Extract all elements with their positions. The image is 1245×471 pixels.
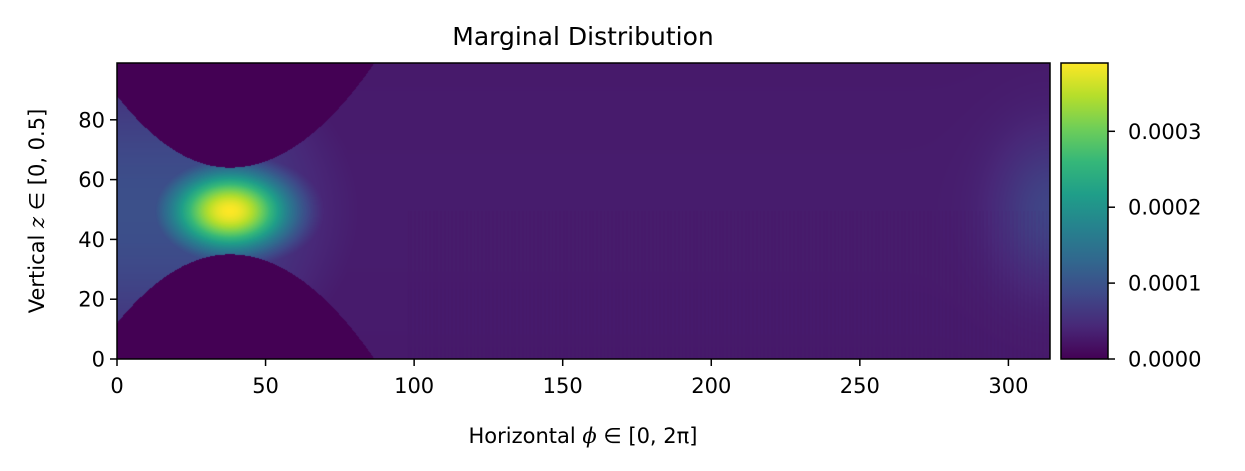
y-tick-label: 60 <box>78 168 105 192</box>
colorbar-gradient <box>1060 62 1109 360</box>
y-tick-label: 0 <box>92 348 105 372</box>
colorbar-ticks: 0.0000 0.0001 0.0002 0.0003 <box>1108 120 1201 372</box>
x-tick-label: 300 <box>988 374 1028 398</box>
colorbar-tick-label: 0.0001 <box>1128 272 1201 296</box>
heatmap-image <box>117 63 1050 359</box>
x-tick-label: 100 <box>394 374 434 398</box>
y-tick-label: 40 <box>78 228 105 252</box>
plot-frame <box>116 62 1051 360</box>
heatmap-plot-area <box>116 62 1051 360</box>
x-tick-label: 150 <box>543 374 583 398</box>
colorbar-tick-label: 0.0002 <box>1128 196 1201 220</box>
chart-title: Marginal Distribution <box>452 22 713 51</box>
x-tick-label: 50 <box>252 374 279 398</box>
colorbar-tick-label: 0.0000 <box>1128 348 1201 372</box>
x-axis-ticks: 0 50 100 150 200 250 300 <box>110 359 1028 398</box>
colorbar-tick-label: 0.0003 <box>1128 120 1201 144</box>
x-tick-label: 0 <box>110 374 123 398</box>
y-axis-ticks: 0 20 40 60 80 <box>78 108 117 372</box>
x-tick-label: 250 <box>840 374 880 398</box>
x-axis-label: Horizontal ϕ ∈ [0, 2π] <box>469 424 698 448</box>
colorbar: 0.0000 0.0001 0.0002 0.0003 <box>1060 62 1201 372</box>
y-tick-label: 20 <box>78 288 105 312</box>
y-tick-label: 80 <box>78 108 105 132</box>
y-axis-label: Vertical z ∈ [0, 0.5] <box>25 109 49 314</box>
x-tick-label: 200 <box>691 374 731 398</box>
